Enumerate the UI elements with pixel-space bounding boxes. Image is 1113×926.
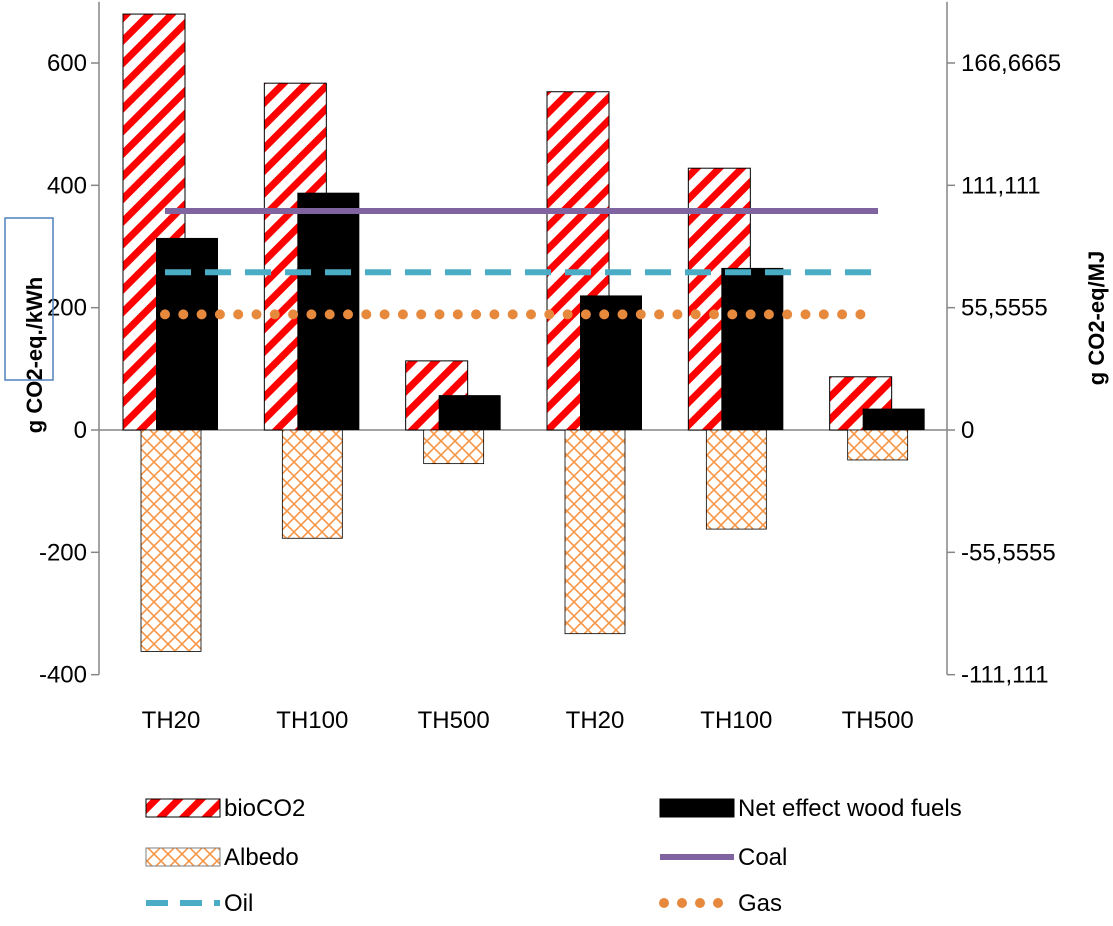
secondary-y-tick-label: 55,5555	[961, 295, 1048, 322]
secondary-y-tick-label: 166,6665	[961, 50, 1061, 77]
legend-item: Oil	[146, 890, 253, 917]
legend-label: Coal	[738, 844, 787, 871]
x-tick-label: TH100	[700, 707, 772, 734]
legend-swatch	[145, 847, 221, 867]
x-tick-label: TH20	[566, 707, 625, 734]
bar-net-effect	[862, 408, 925, 430]
legend-swatch	[659, 798, 735, 818]
y-tick-label: -400	[39, 662, 87, 689]
legend-item: Coal	[660, 844, 787, 871]
legend-item: Albedo	[145, 844, 299, 871]
secondary-y-tick-label: 111,111	[961, 172, 1041, 199]
legend-label: Gas	[738, 890, 782, 917]
bar-albedo	[140, 429, 202, 652]
bar-net-effect	[156, 237, 218, 430]
legend-item: bioCO2	[145, 795, 305, 822]
y-tick-label: 600	[47, 50, 87, 77]
legend: bioCO2 Net effect wood fuels Albedo Coal Oil…	[145, 795, 962, 917]
y-axis-title-box	[4, 217, 54, 381]
bars-layer	[122, 13, 925, 652]
bar-net-effect	[721, 267, 784, 430]
axes-layer	[91, 1, 955, 676]
secondary-y-axis-title: g CO2-eq/MJ	[1084, 251, 1109, 385]
y-axis-title: g CO2-eq./kWh	[22, 277, 47, 433]
legend-item: Gas	[659, 890, 782, 917]
reference-lines-layer	[160, 208, 883, 320]
bar-albedo	[564, 429, 626, 635]
bar-albedo	[847, 429, 909, 461]
x-tick-label: TH100	[276, 707, 348, 734]
legend-label: Albedo	[224, 844, 299, 871]
y-tick-label: 0	[74, 417, 87, 444]
legend-item: Net effect wood fuels	[659, 795, 962, 822]
bar-albedo	[705, 429, 767, 530]
legend-label: Oil	[224, 890, 253, 917]
legend-label: Net effect wood fuels	[738, 795, 962, 822]
x-tick-label: TH500	[842, 707, 914, 734]
bar-albedo	[423, 429, 485, 465]
secondary-y-tick-label: -55,5555	[961, 539, 1056, 566]
y-tick-label: 400	[47, 172, 87, 199]
bar-albedo	[281, 429, 343, 539]
bar-net-effect	[438, 395, 501, 430]
legend-swatch	[145, 798, 221, 818]
bar-net-effect	[580, 295, 642, 430]
secondary-y-tick-label: -111,111	[961, 662, 1049, 689]
x-tick-label: TH500	[418, 707, 490, 734]
secondary-y-tick-label: 0	[961, 417, 974, 444]
legend-label: bioCO2	[224, 795, 305, 822]
y-tick-label: -200	[39, 539, 87, 566]
x-tick-label: TH20	[142, 707, 201, 734]
